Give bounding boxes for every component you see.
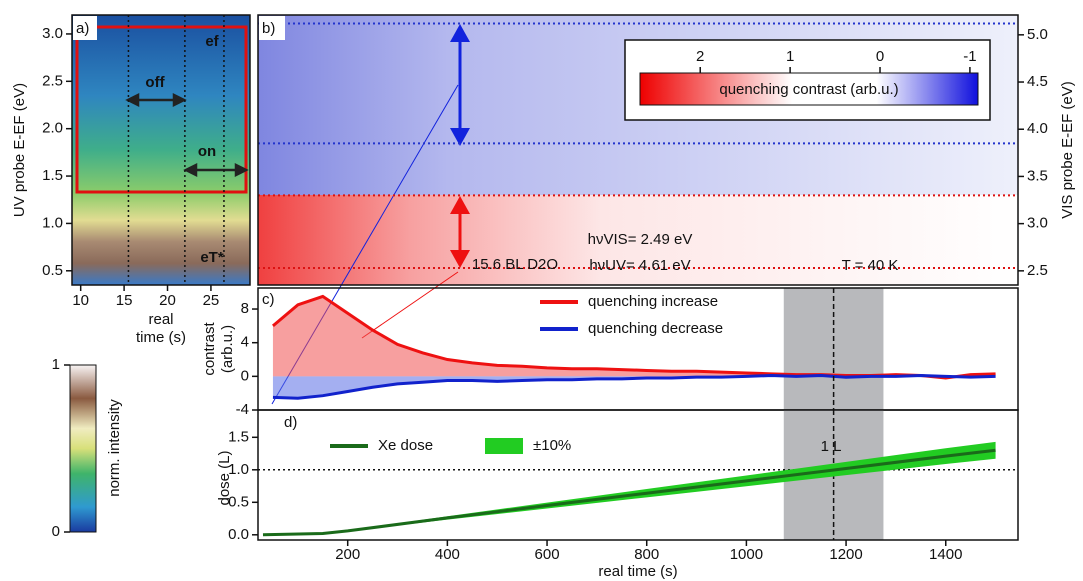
line <box>262 448 996 537</box>
x-tick-label: 10 <box>72 292 89 309</box>
annotation: off <box>145 74 165 91</box>
frame <box>71 14 251 286</box>
colorbar-tick-label: 0 <box>52 523 60 540</box>
arrow-head <box>183 162 198 178</box>
x-axis-label: time (s) <box>136 329 186 346</box>
panel-label: c) <box>262 291 275 308</box>
x-tick-label: 20 <box>159 292 176 309</box>
legend-label: ±10% <box>533 437 571 454</box>
x-tick-label: 600 <box>535 546 560 563</box>
arrow-head <box>172 92 187 108</box>
arrow-head <box>450 196 470 214</box>
x-tick-label: 200 <box>335 546 360 563</box>
y-tick-label: 0 <box>241 367 249 384</box>
y2-tick-label: 4.0 <box>1027 120 1048 137</box>
colorbar-tick-label: 1 <box>52 356 60 373</box>
y2-tick-label: 2.5 <box>1027 262 1048 279</box>
colorbar-label: quenching contrast (arb.u.) <box>719 81 898 98</box>
y-axis-label: dose (L) <box>216 450 233 505</box>
legend-label: quenching decrease <box>588 320 723 337</box>
legend-swatch <box>485 438 523 454</box>
area <box>272 375 996 399</box>
colorbar-b <box>639 72 979 106</box>
link-line <box>361 271 459 339</box>
y-tick-label: 1.0 <box>228 461 249 478</box>
line <box>272 374 996 400</box>
y-tick-label: 2.0 <box>42 120 63 137</box>
annotation: on <box>198 143 216 160</box>
arrow-head <box>234 162 249 178</box>
annotation-arrows <box>125 92 249 178</box>
colorbar-a <box>69 364 97 533</box>
y-tick-label: 1.0 <box>42 214 63 231</box>
panel-label-box <box>259 289 285 311</box>
colorbar-label: norm. intensity <box>106 399 123 497</box>
legend-label: quenching increase <box>588 293 718 310</box>
y-tick-label: 2.5 <box>42 72 63 89</box>
y2-tick-label: 3.5 <box>1027 167 1048 184</box>
x-tick-label: 1200 <box>829 546 862 563</box>
x-tick-label: 1400 <box>929 546 962 563</box>
panel-label-box <box>73 16 97 40</box>
annotation: hνVIS= 2.49 eV <box>588 231 693 248</box>
plots: 10 15 20 250.51.01.52.02.53.0UV probe E-EF … <box>11 14 1076 580</box>
panel-label-box <box>259 16 285 40</box>
y2-tick-label: 5.0 <box>1027 26 1048 43</box>
y2-tick-label: 4.5 <box>1027 73 1048 90</box>
arrow-head <box>450 128 470 146</box>
frame <box>257 409 1019 541</box>
colorbar-tick-label: 0 <box>876 48 884 65</box>
y2-axis-label: VIS probe E-EF (eV) <box>1059 81 1076 219</box>
y-tick-label: 1.5 <box>42 167 63 184</box>
range-arrows <box>271 24 470 405</box>
y-tick-label: -4 <box>236 401 249 418</box>
annotation: 1 L <box>821 438 842 455</box>
y-tick-label: 0.0 <box>228 526 249 543</box>
colorbar-tick-label: 2 <box>696 48 704 65</box>
heatmap-a <box>72 15 250 285</box>
band <box>262 441 996 535</box>
annotation: T = 40 K <box>842 257 899 274</box>
y-axis-label: UV probe E-EF (eV) <box>11 83 28 217</box>
x-tick-label: 15 <box>116 292 133 309</box>
x-axis-label: real time (s) <box>598 563 677 580</box>
arrow-head <box>450 24 470 42</box>
x-axis-label: real <box>148 311 173 328</box>
panel-label: d) <box>284 414 297 431</box>
y-tick-label: 3.0 <box>42 25 63 42</box>
annotation: hνUV= 4.61 eV <box>589 257 690 274</box>
region-box <box>75 25 248 194</box>
y-tick-label: 0.5 <box>42 262 63 279</box>
y-tick-label: 0.5 <box>228 493 249 510</box>
y-tick-label: 1.5 <box>228 428 249 445</box>
y-tick-label: 8 <box>241 300 249 317</box>
colorbar-tick-label: -1 <box>963 48 976 65</box>
x-tick-label: 1000 <box>730 546 763 563</box>
annotation: ef <box>205 33 219 50</box>
frame <box>257 14 1019 286</box>
y-axis-label: contrast <box>201 321 218 375</box>
x-tick-label: 25 <box>203 292 220 309</box>
panel-label: b) <box>262 20 275 37</box>
colorbar-tick-label: 1 <box>786 48 794 65</box>
panel-label: a) <box>76 20 89 37</box>
area <box>272 296 996 379</box>
annotation: eT* <box>200 249 224 266</box>
x-tick-label: 400 <box>435 546 460 563</box>
legend-label: Xe dose <box>378 437 433 454</box>
arrow-head <box>125 92 140 108</box>
y-axis-label: (arb.u.) <box>219 325 236 373</box>
arrow-head <box>450 250 470 268</box>
y-tick-label: 4 <box>241 334 249 351</box>
x-tick-label: 800 <box>634 546 659 563</box>
annotation: 15.6 BL D2O <box>472 256 558 273</box>
y2-tick-label: 3.0 <box>1027 215 1048 232</box>
